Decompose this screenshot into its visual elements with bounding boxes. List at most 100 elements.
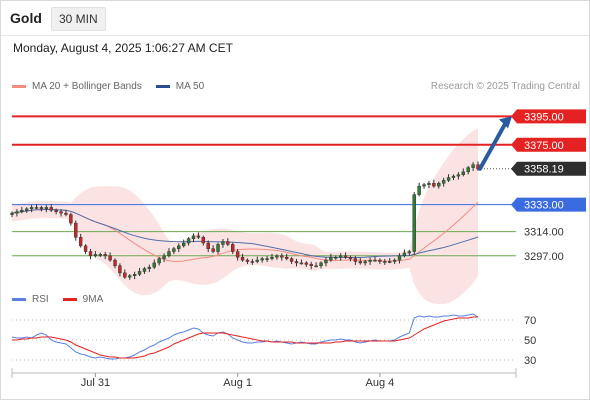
- candle: [397, 253, 402, 264]
- candle: [206, 240, 210, 253]
- candle: [378, 258, 382, 265]
- title-bar: Gold 30 MIN: [0, 0, 590, 36]
- candle-body: [172, 248, 176, 252]
- candle: [211, 245, 215, 254]
- rsi-line: [11, 313, 479, 360]
- candle-body: [343, 255, 348, 258]
- candle-body: [363, 261, 367, 264]
- candle: [88, 248, 93, 260]
- timeframe-selector[interactable]: 30 MIN: [51, 7, 106, 31]
- candle-body: [432, 182, 436, 187]
- candle: [64, 209, 68, 217]
- candle: [118, 263, 122, 277]
- candle: [446, 174, 451, 183]
- candle-body: [289, 258, 294, 262]
- candle: [314, 262, 318, 268]
- candle-body: [250, 261, 255, 263]
- rsi-tick-label: 70: [524, 315, 536, 327]
- candle: [196, 232, 201, 240]
- candle-body: [93, 254, 98, 257]
- candle: [152, 259, 156, 269]
- price-label-3395.00: 3395.00: [511, 109, 586, 124]
- candle: [191, 233, 196, 243]
- candle: [294, 258, 299, 267]
- candle: [343, 252, 348, 259]
- candle-body: [353, 258, 358, 262]
- x-tick-label: Aug 4: [366, 377, 395, 389]
- price-label-3333.00: 3333.00: [511, 197, 586, 212]
- candle-body: [235, 251, 240, 258]
- candle-body: [240, 256, 245, 261]
- candle: [69, 212, 73, 226]
- candle: [368, 257, 372, 265]
- candle-body: [304, 262, 309, 265]
- candle: [456, 172, 461, 180]
- candle-body: [181, 242, 186, 247]
- price-label-box: [511, 137, 586, 152]
- candle: [265, 256, 269, 263]
- candle-body: [265, 258, 269, 260]
- candle-body: [309, 264, 313, 267]
- candle-body: [338, 255, 343, 258]
- candle-body: [15, 211, 19, 214]
- candle-body: [142, 268, 147, 272]
- candle: [39, 205, 44, 212]
- candle-body: [39, 207, 44, 210]
- rsi-ma-line: [12, 316, 478, 359]
- candle-body: [412, 194, 416, 252]
- chart-datetime: Monday, August 4, 2025 1:06:27 AM CET: [13, 41, 233, 55]
- ma50-legend-label: MA 50: [175, 81, 205, 92]
- candle-body: [329, 256, 333, 261]
- candle-body: [152, 262, 156, 268]
- candle: [407, 249, 412, 256]
- candle: [471, 162, 475, 171]
- candle: [54, 208, 58, 215]
- price-label-box: [511, 161, 586, 176]
- candles: [10, 116, 512, 280]
- candle-body: [118, 265, 122, 274]
- candle-body: [206, 242, 210, 249]
- forecast-arrow: [478, 116, 512, 171]
- candle: [319, 261, 323, 269]
- ma9-swatch: [62, 298, 77, 301]
- candle: [299, 259, 304, 265]
- x-tick-label: Aug 1: [223, 377, 252, 389]
- candle-body: [226, 241, 230, 245]
- candle-body: [78, 237, 83, 247]
- candle: [334, 255, 338, 260]
- candle: [59, 209, 63, 217]
- candle-body: [446, 177, 451, 181]
- candle: [221, 239, 225, 248]
- candle-body: [284, 256, 289, 259]
- candle-body: [314, 265, 318, 268]
- rsi-tick-label: 50: [524, 335, 536, 347]
- candle-body: [74, 222, 78, 238]
- candle-body: [437, 182, 441, 187]
- candle: [25, 207, 29, 213]
- candle: [186, 237, 191, 246]
- candle-body: [54, 210, 58, 212]
- candle-body: [186, 238, 191, 244]
- candle: [34, 204, 39, 210]
- forecast-arrow-head: [499, 116, 512, 129]
- candle-body: [211, 248, 215, 252]
- candle: [15, 209, 19, 217]
- candle: [260, 256, 264, 263]
- ma9-legend-label: 9MA: [82, 294, 104, 305]
- candle: [280, 253, 284, 261]
- candle: [226, 238, 230, 247]
- candle-body: [64, 212, 68, 215]
- candle-body: [123, 272, 127, 278]
- candle: [304, 261, 309, 267]
- price-legend: MA 20 + Bollinger Bands MA 50: [12, 81, 204, 92]
- candle-body: [461, 171, 465, 175]
- candle: [132, 271, 137, 280]
- candle-body: [128, 275, 132, 278]
- candle-body: [280, 255, 284, 258]
- candle: [142, 266, 147, 275]
- candle-body: [113, 259, 117, 267]
- candle: [98, 252, 103, 257]
- candle: [275, 254, 279, 260]
- candle: [113, 258, 117, 269]
- candle: [392, 258, 397, 265]
